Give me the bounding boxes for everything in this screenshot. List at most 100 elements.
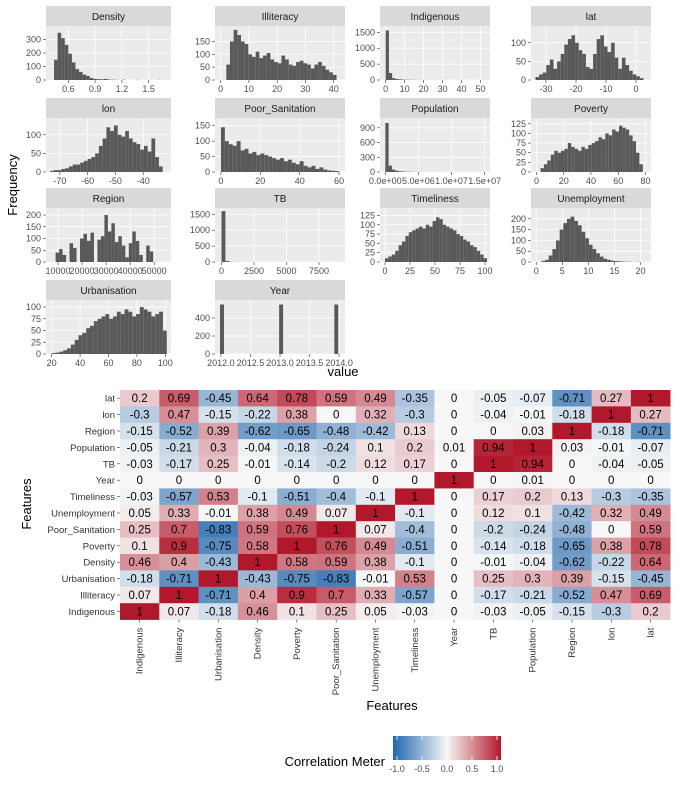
histogram-bar <box>633 141 636 172</box>
heatmap-cell-label: 0.2 <box>407 442 423 454</box>
y-tick-label: 500 <box>195 241 210 251</box>
histogram-bar <box>226 65 230 80</box>
histogram-bar <box>323 170 327 172</box>
heatmap-cell-label: 0.03 <box>521 426 543 438</box>
histogram-bar <box>90 78 94 80</box>
heatmap-cell-label: 0.49 <box>639 508 661 520</box>
x-tick-label: 50000 <box>142 266 167 276</box>
histogram-bar <box>159 312 163 354</box>
heatmap-x-tick-label: Timeliness <box>410 627 421 672</box>
histogram-bar <box>79 335 83 354</box>
heatmap-cell-label: 0.46 <box>246 606 268 618</box>
heatmap-y-tick-label: Poor_Sanitation <box>47 525 115 536</box>
x-tick-label: 60 <box>103 358 113 368</box>
histogram-bar <box>592 143 595 172</box>
histogram-bar <box>65 168 69 172</box>
histogram-bar <box>552 249 556 262</box>
heatmap-y-tick-label: TB <box>103 459 115 470</box>
heatmap-y-tick-label: Region <box>85 427 115 438</box>
heatmap-cell-label: 0 <box>333 410 339 422</box>
histogram-bar <box>311 68 315 80</box>
heatmap-cell-label: 1 <box>254 557 260 569</box>
histogram-bar <box>52 353 56 354</box>
y-tick-label: 200 <box>26 48 41 58</box>
histogram-bar <box>248 153 252 172</box>
histogram-bar <box>103 138 107 172</box>
histogram-bar <box>132 316 136 354</box>
heatmap-cell-label: 0 <box>254 475 260 487</box>
heatmap-cell-label: 0.94 <box>521 459 544 471</box>
heatmap-cell-label: -0.18 <box>520 541 546 553</box>
histogram-bar <box>541 261 545 262</box>
histogram-bar <box>230 41 234 80</box>
histogram-bar <box>117 312 121 354</box>
histogram-bar <box>558 153 561 172</box>
heatmap-cell-label: 0.38 <box>246 508 268 520</box>
heatmap-y-tick-label: lon <box>102 410 115 421</box>
facet-panel <box>380 118 490 172</box>
heatmap-cell-label: -0.01 <box>598 442 624 454</box>
histogram-bar <box>639 164 642 172</box>
heatmap-cell-label: 0.12 <box>482 508 504 520</box>
heatmap-cell-label: 0.1 <box>525 508 541 520</box>
histogram-bar <box>585 238 589 262</box>
heatmap-cell-label: 0.69 <box>168 393 190 405</box>
histogram-bar <box>88 159 92 172</box>
histogram-bar <box>129 243 132 262</box>
heatmap-cell-label: 0 <box>451 459 457 471</box>
x-tick-label: 2013.5 <box>296 358 324 368</box>
histogram-bar <box>128 312 132 354</box>
histogram-bar <box>557 61 561 80</box>
heatmap-cell-label: 0.4 <box>171 557 188 569</box>
heatmap-cell-label: -0.14 <box>480 541 507 553</box>
x-tick-label: 20 <box>559 176 569 186</box>
heatmap-cell-label: -0.83 <box>323 574 349 586</box>
histogram-bar <box>125 131 129 172</box>
heatmap-cell-label: -0.4 <box>405 524 425 536</box>
histogram-bar <box>633 74 637 80</box>
y-tick-label: 0 <box>521 75 526 85</box>
histogram-bar <box>611 43 615 80</box>
histogram-bar <box>636 76 640 80</box>
histogram-bar <box>80 163 84 172</box>
heatmap-cell-label: 0.9 <box>171 541 187 553</box>
heatmap-cell-label: -0.03 <box>480 606 506 618</box>
histogram-bar <box>284 161 288 172</box>
x-tick-label: 20 <box>255 176 265 186</box>
y-tick-label: 100 <box>26 234 41 244</box>
histogram-bar <box>163 331 167 354</box>
histogram-bar <box>237 141 241 172</box>
facet-strip-label: Density <box>92 12 125 23</box>
x-tick-label: 0 <box>633 84 638 94</box>
histogram-bar <box>148 312 152 354</box>
heatmap-cell-label: -0.18 <box>598 426 624 438</box>
facet-strip-label: lon <box>102 104 115 115</box>
histogram-bar <box>72 62 76 80</box>
histogram-bar <box>578 151 581 172</box>
histogram-bar <box>554 151 557 172</box>
x-tick-label: 2012.5 <box>237 358 265 368</box>
heatmap-cell-label: 0.47 <box>600 590 622 602</box>
histogram-bar <box>56 353 60 354</box>
histogram-bar <box>571 147 574 172</box>
histogram-bar <box>412 230 415 262</box>
histogram-bar <box>260 153 264 172</box>
heatmap-cell-label: -0.42 <box>559 508 585 520</box>
histogram-bar <box>97 79 101 80</box>
histogram-bar <box>144 309 148 354</box>
x-tick-label: 20 <box>419 84 429 94</box>
histogram-bar <box>563 223 567 262</box>
histogram-bar <box>86 328 90 354</box>
heatmap-cell-label: 0.59 <box>246 524 268 536</box>
heatmap-cell-label: -0.2 <box>483 524 503 536</box>
heatmap-x-tick-label: Population <box>528 628 539 673</box>
histogram-x-axis-title: value <box>327 364 358 379</box>
histogram-bar <box>588 145 591 172</box>
heatmap-cell-label: 0 <box>608 475 614 487</box>
histogram-bar <box>110 131 114 172</box>
heatmap-cell-label: 0.27 <box>639 410 661 422</box>
heatmap-cell-label: -0.01 <box>362 574 388 586</box>
histogram-bar <box>567 219 571 262</box>
heatmap-cell-label: 0 <box>215 475 221 487</box>
